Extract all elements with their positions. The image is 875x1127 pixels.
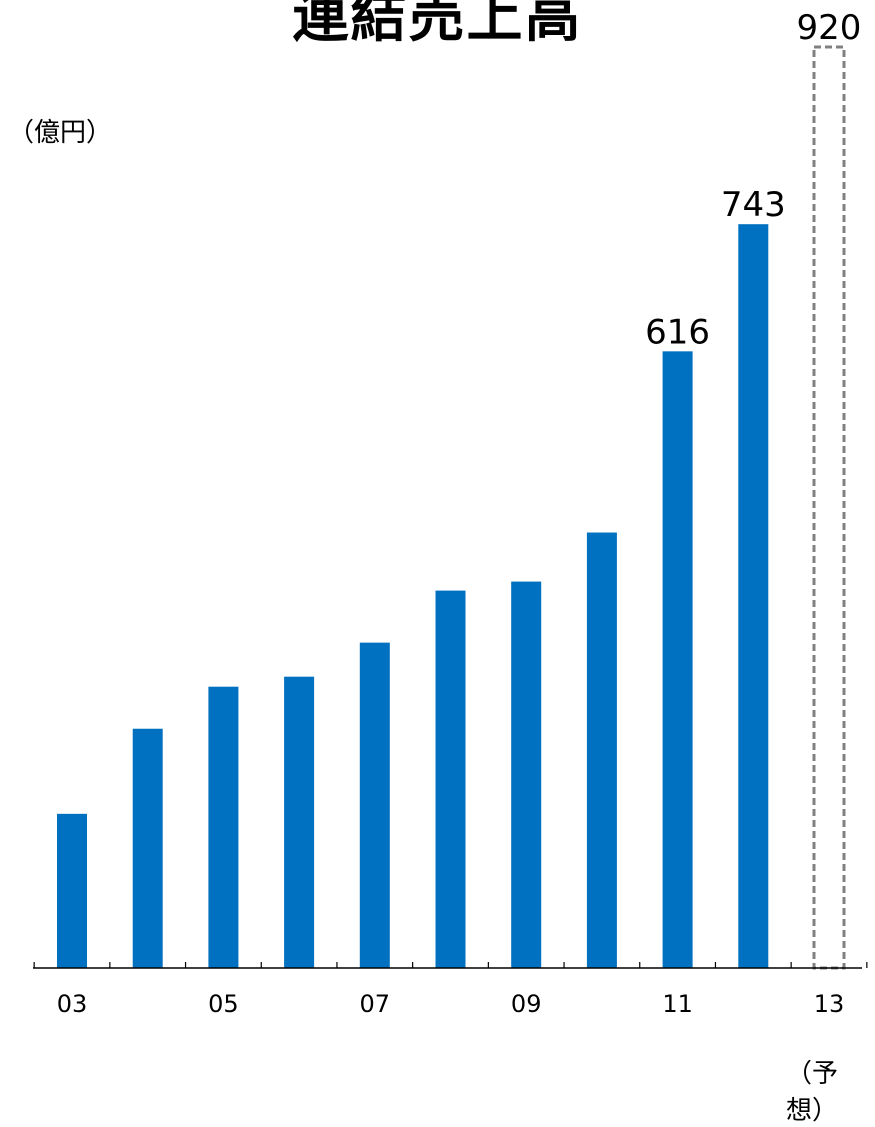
bar-06: [284, 676, 315, 968]
data-label-13: 920: [797, 8, 862, 48]
bar-12: [738, 224, 769, 969]
y-axis-unit-label: （億円）: [8, 118, 113, 148]
bar-09: [511, 581, 542, 968]
x-tick-label-03: 03: [57, 990, 88, 1018]
bar-10: [586, 532, 617, 968]
x-tick-label-05: 05: [208, 990, 239, 1018]
bar-07: [359, 642, 390, 968]
data-label-11: 616: [645, 312, 710, 352]
bar-forecast-13: [812, 45, 846, 970]
bar-chart: 616 743 920 03 05 07 09 11 13: [33, 8, 868, 1018]
data-label-12: 743: [721, 185, 786, 225]
bar-03: [57, 813, 87, 968]
x-tick-label-11: 11: [662, 990, 693, 1018]
x-tick-label-13: 13: [814, 990, 845, 1018]
x-tick-label-09: 09: [511, 990, 542, 1018]
bar-11: [662, 351, 693, 968]
x-tick-label-07: 07: [360, 990, 391, 1018]
bars-group: [57, 45, 846, 970]
x-axis: 03 05 07 09 11 13: [33, 962, 868, 1018]
data-labels-group: 616 743 920: [645, 8, 861, 352]
chart-title: 連結売上高: [292, 0, 583, 50]
bar-04: [132, 728, 163, 968]
bar-05: [208, 686, 239, 968]
bar-08: [435, 590, 466, 968]
